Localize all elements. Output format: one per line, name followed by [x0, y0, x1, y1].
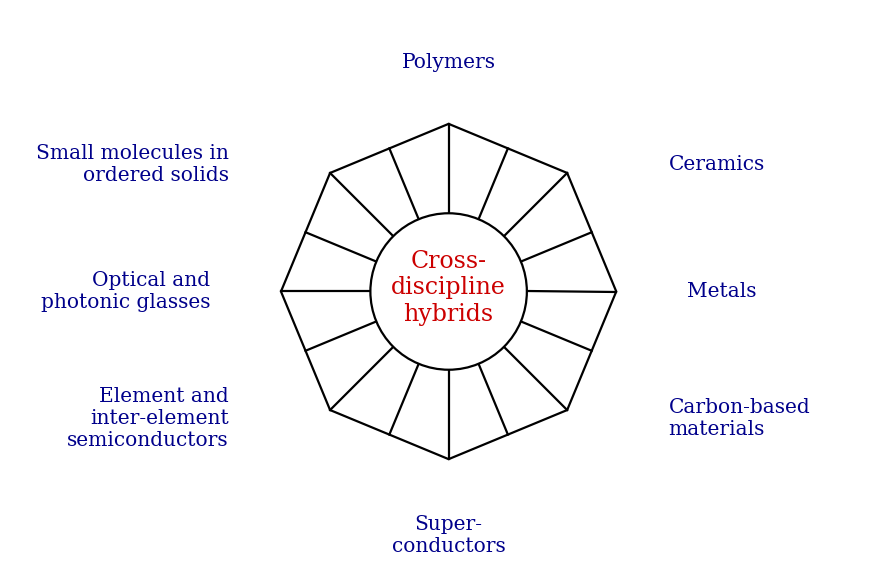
Text: Element and
inter-element
semiconductors: Element and inter-element semiconductors	[67, 387, 229, 449]
Text: Optical and
photonic glasses: Optical and photonic glasses	[41, 271, 210, 312]
Circle shape	[370, 213, 527, 370]
Text: Metals: Metals	[687, 282, 757, 301]
Text: Polymers: Polymers	[402, 52, 496, 72]
Text: Carbon-based
materials: Carbon-based materials	[668, 398, 810, 438]
Text: Cross-
discipline
hybrids: Cross- discipline hybrids	[391, 250, 506, 326]
Text: Small molecules in
ordered solids: Small molecules in ordered solids	[36, 145, 229, 185]
Text: Ceramics: Ceramics	[668, 155, 765, 174]
Text: Super-
conductors: Super- conductors	[392, 515, 505, 556]
